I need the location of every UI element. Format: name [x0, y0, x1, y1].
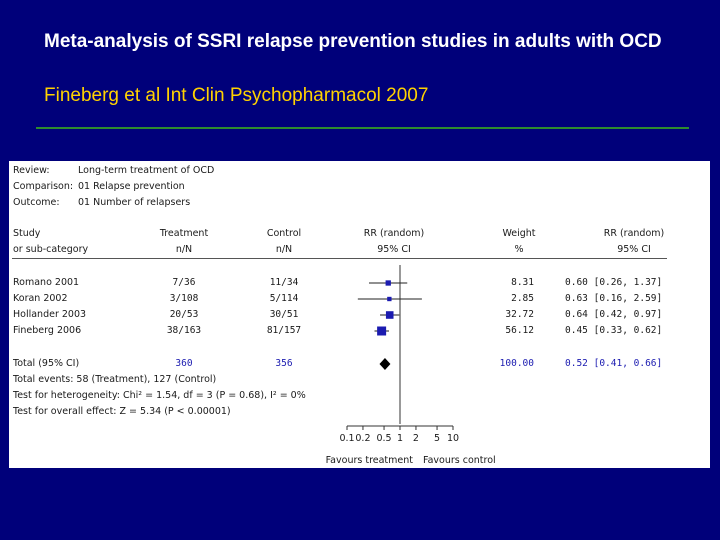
x-tick-label: 0.2 — [355, 433, 370, 444]
x-tick-label: 2 — [413, 433, 419, 444]
heterogeneity-test: Test for heterogeneity: Chi² = 1.54, df … — [13, 390, 306, 401]
header-weight-pct: % — [514, 244, 524, 255]
total-control: 356 — [275, 358, 293, 369]
study-rr-ci: 0.45 [0.33, 0.62] — [565, 325, 663, 336]
study-rr-ci: 0.60 [0.26, 1.37] — [565, 277, 663, 288]
total-events: Total events: 58 (Treatment), 127 (Contr… — [13, 374, 217, 385]
header-control: Control — [266, 228, 302, 239]
header-weight: Weight — [502, 228, 536, 239]
forest-plot: 0.1 0.2 0.5 1 2 5 10 — [339, 265, 459, 444]
study-weight: 2.85 — [511, 293, 534, 304]
favours-control-label: Favours control — [423, 455, 496, 466]
study-weight: 32.72 — [505, 309, 534, 320]
study-name: Fineberg 2006 — [13, 325, 82, 336]
pooled-estimate-diamond — [379, 358, 391, 370]
header-treatment-n: n/N — [175, 244, 193, 255]
study-weight: 56.12 — [505, 325, 534, 336]
treatment-events: 3/108 — [169, 293, 199, 304]
study-name: Romano 2001 — [13, 277, 80, 288]
total-label: Total (95% CI) — [13, 358, 80, 369]
control-events: 5/114 — [269, 293, 299, 304]
header-rr-text-ci: 95% CI — [617, 244, 651, 255]
study-point-square — [385, 280, 391, 286]
total-rr-ci: 0.52 [0.41, 0.66] — [565, 358, 663, 369]
x-tick-label: 0.5 — [376, 433, 391, 444]
x-tick-label: 1 — [397, 433, 403, 444]
total-treatment: 360 — [175, 358, 193, 369]
slide-citation: Fineberg et al Int Clin Psychopharmacol … — [44, 85, 429, 106]
study-point-square — [387, 296, 392, 302]
x-tick-label: 10 — [447, 433, 459, 444]
header-treatment: Treatment — [159, 228, 209, 239]
treatment-events: 7/36 — [172, 277, 196, 288]
outcome-value: 01 Number of relapsers — [78, 197, 191, 208]
header-rr-plot: RR (random) — [363, 228, 425, 239]
header-study: Study — [13, 228, 41, 239]
title-divider — [36, 127, 689, 129]
study-point-square — [385, 311, 394, 319]
study-point-square — [377, 326, 387, 336]
study-name: Koran 2002 — [13, 293, 68, 304]
control-events: 11/34 — [269, 277, 299, 288]
review-value: Long-term treatment of OCD — [78, 165, 215, 176]
forest-plot-panel: Review: Long-term treatment of OCD Compa… — [9, 161, 710, 468]
control-events: 81/157 — [266, 325, 302, 336]
outcome-label: Outcome: — [13, 197, 60, 208]
comparison-label: Comparison: — [13, 181, 74, 192]
review-label: Review: — [13, 165, 50, 176]
study-weight: 8.31 — [511, 277, 534, 288]
study-name: Hollander 2003 — [13, 309, 87, 320]
header-control-n: n/N — [275, 244, 293, 255]
header-rr-text: RR (random) — [603, 228, 665, 239]
header-study-sub: or sub-category — [13, 244, 89, 255]
slide-title: Meta-analysis of SSRI relapse prevention… — [44, 31, 662, 52]
study-rr-ci: 0.64 [0.42, 0.97] — [565, 309, 663, 320]
header-divider — [12, 258, 667, 259]
favours-treatment-label: Favours treatment — [325, 455, 413, 466]
overall-effect-test: Test for overall effect: Z = 5.34 (P < 0… — [13, 406, 231, 417]
x-tick-label: 0.1 — [339, 433, 354, 444]
control-events: 30/51 — [269, 309, 299, 320]
treatment-events: 38/163 — [166, 325, 202, 336]
study-rr-ci: 0.63 [0.16, 2.59] — [565, 293, 663, 304]
x-tick-label: 5 — [434, 433, 440, 444]
comparison-value: 01 Relapse prevention — [78, 181, 185, 192]
header-rr-plot-ci: 95% CI — [377, 244, 411, 255]
total-weight: 100.00 — [499, 358, 534, 369]
treatment-events: 20/53 — [169, 309, 199, 320]
